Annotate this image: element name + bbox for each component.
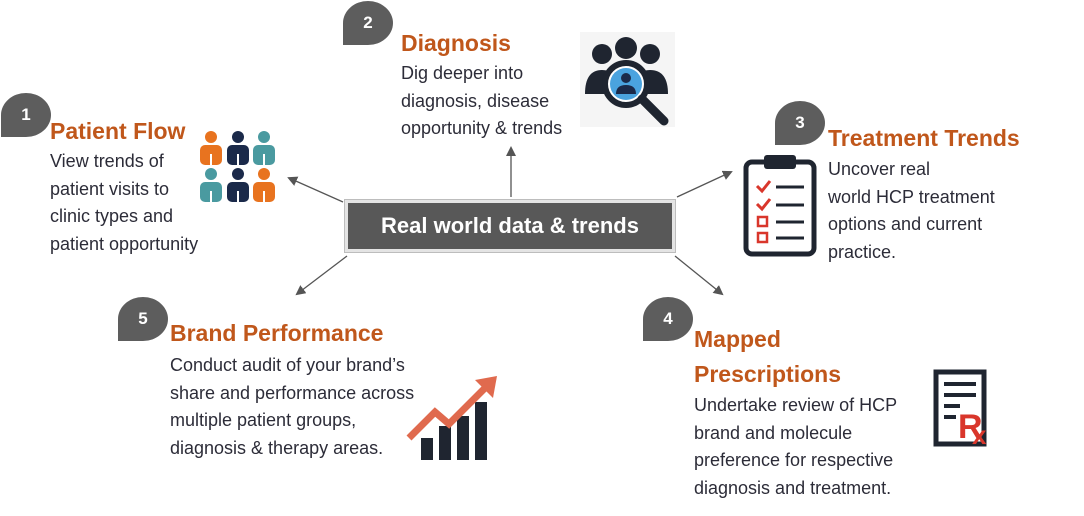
checklist-clipboard-icon — [743, 155, 817, 257]
desc-line: Uncover real — [828, 159, 931, 179]
treatment-trends-description: Uncover real world HCP treatment options… — [828, 156, 995, 266]
desc-line: opportunity & trends — [401, 118, 563, 138]
step-badge-5: 5 — [118, 297, 168, 341]
desc-line: patient visits to — [50, 178, 170, 199]
arrow-to-patient-flow — [287, 176, 344, 203]
title-line: Prescriptions — [694, 361, 841, 387]
desc-line: Undertake review of HCP — [694, 395, 898, 415]
growth-chart-icon — [406, 376, 497, 460]
patient-group-icon — [200, 131, 275, 202]
desc-line: options and current — [828, 214, 983, 234]
desc-line: share and performance across — [170, 382, 415, 403]
step-badge-1: 1 — [1, 93, 51, 137]
rx-prescription-icon: R x — [933, 369, 987, 448]
patient-flow-description: View trends of patient visits to clinic … — [50, 148, 198, 258]
brand-performance-description: Conduct audit of your brand’s share and … — [170, 352, 414, 462]
desc-line: brand and molecule — [694, 422, 853, 443]
svg-text:x: x — [972, 420, 987, 448]
desc-line: diagnosis & therapy areas. — [170, 437, 384, 458]
desc-line: diagnosis and treatment. — [694, 477, 892, 498]
desc-line: Conduct audit of your brand’s — [170, 355, 405, 375]
arrow-to-treatment-trends — [676, 170, 733, 198]
desc-line: multiple patient groups, — [170, 410, 357, 430]
step-badge-4: 4 — [643, 297, 693, 341]
desc-line: Dig deeper into — [401, 63, 524, 83]
patient-flow-title: Patient Flow — [50, 118, 186, 144]
mapped-prescriptions-title: Mapped Prescriptions — [694, 322, 841, 392]
treatment-trends-title: Treatment Trends — [828, 125, 1020, 151]
svg-text:R: R — [958, 408, 983, 446]
title-line: Mapped — [694, 326, 781, 352]
desc-line: practice. — [828, 241, 897, 262]
step-badge-3: 3 — [775, 101, 825, 145]
diagnosis-title: Diagnosis — [401, 30, 511, 56]
center-box: Real world data & trends — [345, 200, 675, 252]
diagnosis-description: Dig deeper into diagnosis, disease oppor… — [401, 60, 562, 143]
desc-line: patient opportunity — [50, 233, 199, 254]
mapped-prescriptions-description: Undertake review of HCP brand and molecu… — [694, 392, 897, 502]
brand-performance-title: Brand Performance — [170, 320, 384, 346]
people-search-icon — [580, 32, 675, 127]
step-badge-2: 2 — [343, 1, 393, 45]
desc-line: preference for respective — [694, 450, 894, 470]
desc-line: diagnosis, disease — [401, 90, 550, 111]
arrow-to-mapped-prescriptions — [674, 255, 724, 296]
desc-line: world HCP treatment — [828, 186, 995, 207]
arrow-to-brand-performance — [295, 255, 348, 296]
desc-line: View trends of — [50, 151, 164, 171]
desc-line: clinic types and — [50, 206, 174, 226]
